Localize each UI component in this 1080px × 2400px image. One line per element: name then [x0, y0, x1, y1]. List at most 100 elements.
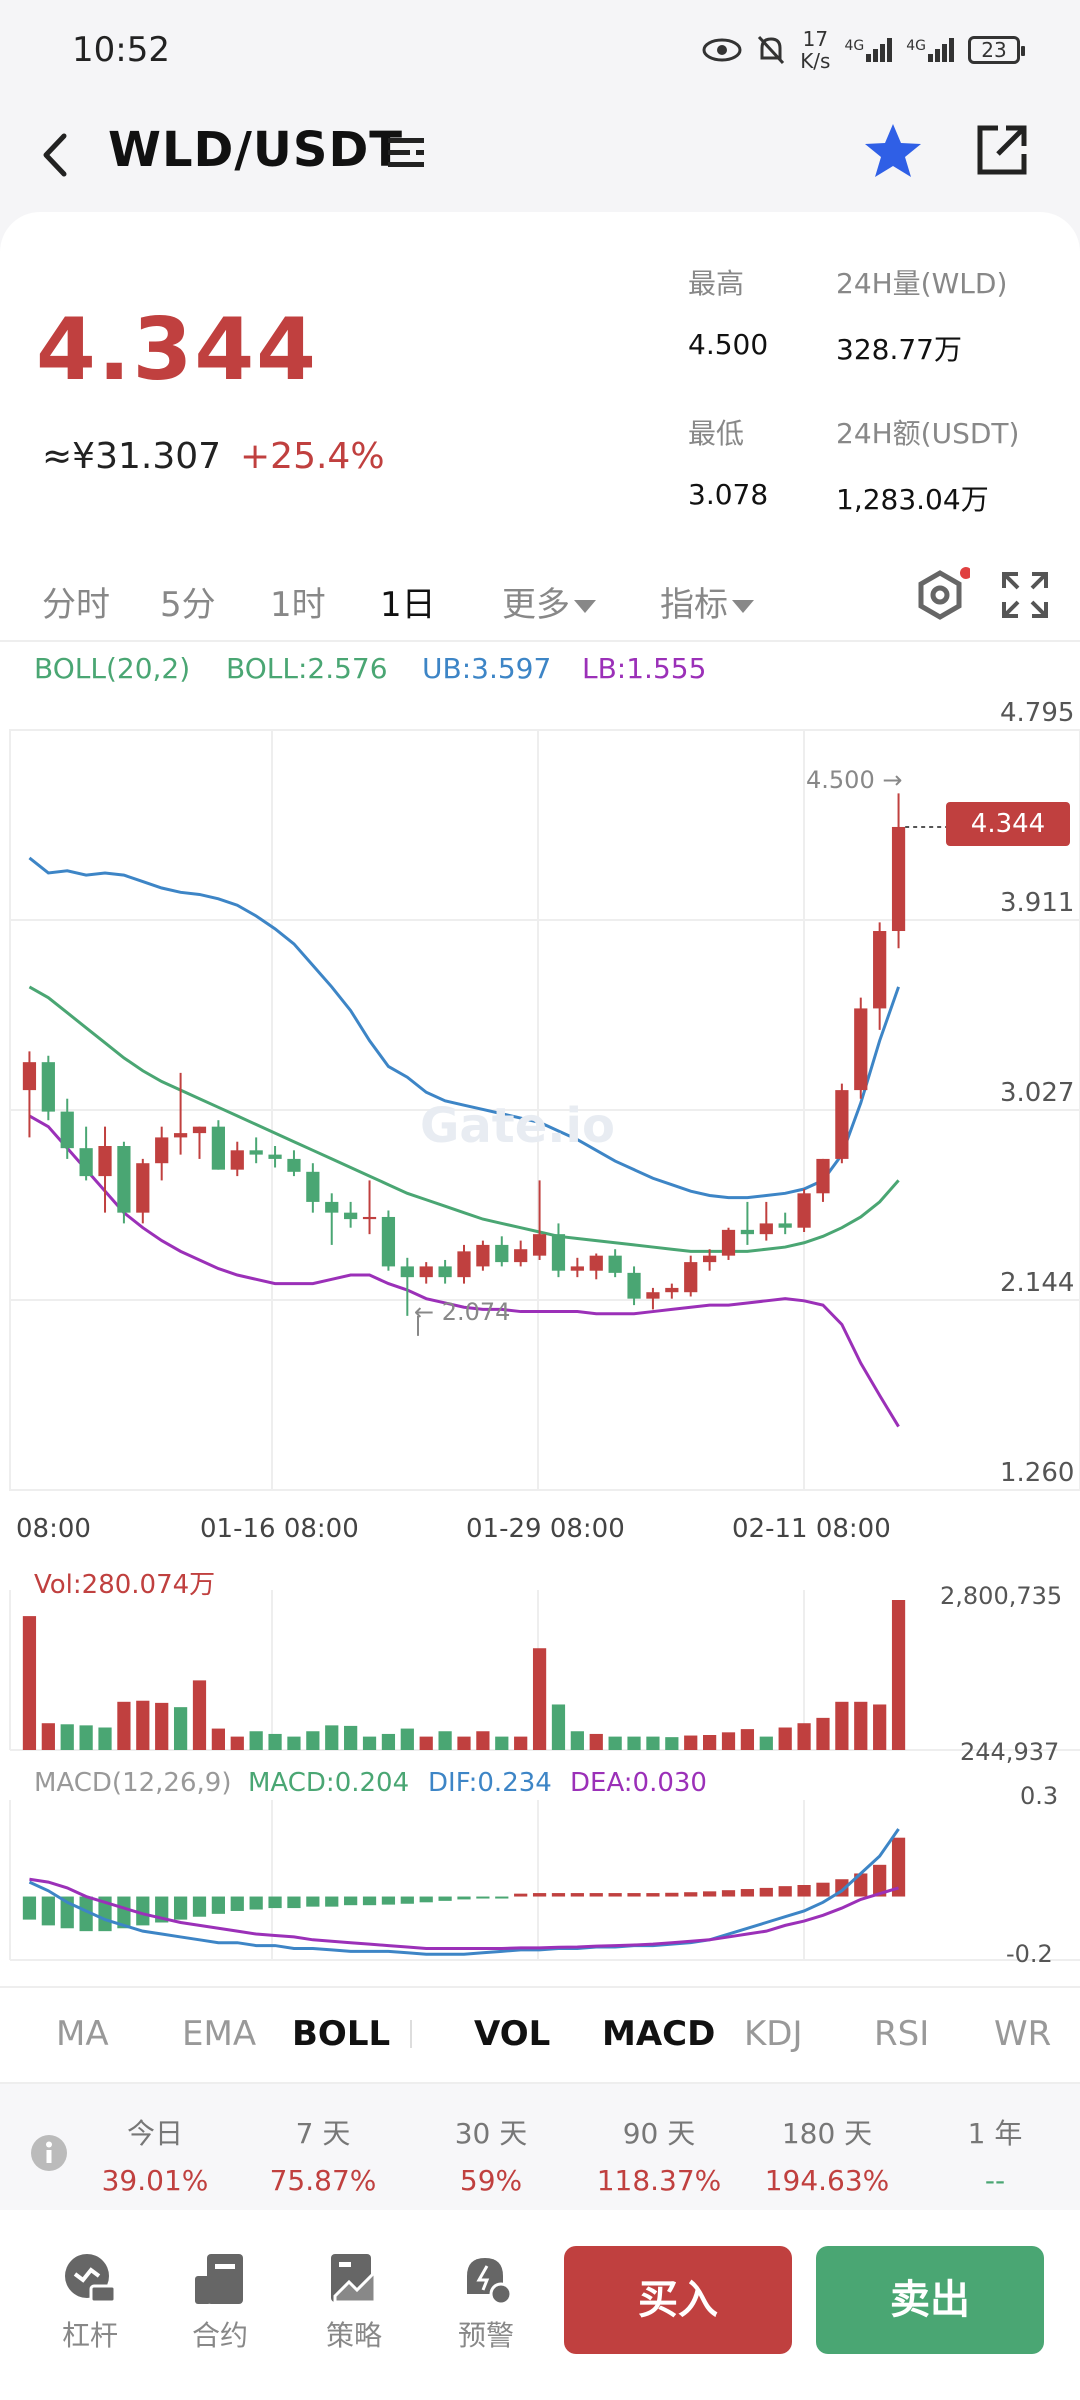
macd-histogram-bar	[532, 1893, 547, 1897]
candlestick-chart[interactable]	[0, 700, 1080, 1500]
min-price-marker: ← 2.074	[414, 1298, 511, 1326]
volume-bar	[41, 1723, 55, 1750]
volume-legend: Vol:280.074万	[34, 1570, 216, 1600]
macd-histogram-bar	[608, 1893, 622, 1897]
candle-body	[778, 1223, 792, 1228]
candle-body	[608, 1255, 622, 1273]
tab-1h[interactable]: 1时	[270, 585, 326, 625]
volume-bar	[211, 1728, 225, 1750]
candle	[608, 1249, 622, 1278]
macd-histogram-bar	[740, 1889, 755, 1897]
indicator-tab-boll[interactable]: BOLL	[292, 2014, 391, 2054]
volume-bar	[306, 1731, 320, 1750]
status-time: 10:52	[72, 30, 170, 70]
candle-body	[854, 1008, 868, 1091]
pair-title[interactable]: WLD/USDT	[108, 122, 404, 178]
tab-timeshare[interactable]: 分时	[42, 585, 110, 625]
volume-bar	[60, 1724, 74, 1750]
tab-indicators[interactable]: 指标	[660, 577, 754, 626]
plot-frame	[9, 729, 1080, 1491]
macd-histogram-bar	[249, 1896, 263, 1910]
candle-body	[362, 1216, 377, 1220]
favorite-star-icon[interactable]	[862, 120, 924, 182]
candle	[211, 1120, 225, 1170]
indicator-tab-macd[interactable]: MACD	[602, 2014, 716, 2054]
macd-legend-name: MACD(12,26,9)	[34, 1768, 232, 1798]
candle-body	[438, 1266, 452, 1278]
info-icon[interactable]	[30, 2134, 68, 2172]
leverage-icon	[65, 2254, 117, 2304]
volume-bar	[173, 1707, 188, 1750]
macd-histogram-bar	[438, 1896, 452, 1901]
nav-strategy[interactable]: 策略	[304, 2250, 404, 2354]
candle-body	[740, 1229, 755, 1235]
performance-period-value: 75.87%	[269, 2164, 377, 2197]
signal-1-icon: 4G	[844, 38, 893, 62]
candle-body	[22, 1062, 37, 1091]
x-tick-label: 08:00	[16, 1514, 91, 1544]
tab-1d[interactable]: 1日	[380, 585, 436, 625]
macd-legend-macd: MACD:0.204	[248, 1768, 410, 1798]
candle	[98, 1126, 112, 1213]
battery-icon: 23	[968, 36, 1025, 64]
volume-bar	[268, 1733, 282, 1750]
macd-histogram-bar	[495, 1896, 509, 1899]
candle	[891, 793, 906, 949]
volume-bar	[514, 1736, 528, 1750]
macd-histogram-bar	[287, 1896, 301, 1909]
macd-legend-dif: DIF:0.234	[428, 1768, 552, 1798]
volume-bar	[665, 1737, 679, 1750]
volume-bar	[287, 1736, 301, 1750]
macd-histogram-bar	[816, 1882, 830, 1897]
indicator-tab-wr[interactable]: WR	[994, 2014, 1052, 2054]
nav-contract[interactable]: 合约	[170, 2250, 270, 2354]
macd-histogram-bar	[419, 1896, 433, 1903]
y-tick-label: 2.144	[1000, 1268, 1075, 1298]
low-value: 3.078	[688, 478, 769, 511]
sell-button[interactable]: 卖出	[816, 2246, 1044, 2354]
volume-bar	[570, 1731, 584, 1750]
candle-body	[41, 1062, 55, 1112]
back-arrow-icon[interactable]	[36, 130, 76, 180]
candle	[136, 1158, 150, 1224]
candle	[854, 997, 868, 1099]
indicator-tab-rsi[interactable]: RSI	[874, 2014, 930, 2054]
candle	[287, 1150, 301, 1177]
candle	[192, 1126, 207, 1159]
volume-bar	[703, 1735, 717, 1750]
indicator-tab-kdj[interactable]: KDJ	[744, 2014, 803, 2054]
candle	[400, 1257, 414, 1316]
candle-body	[759, 1223, 773, 1235]
nav-alert[interactable]: 预警	[436, 2250, 536, 2354]
volume-min-label: 244,937	[960, 1738, 1060, 1766]
share-icon[interactable]	[972, 120, 1032, 180]
candle	[495, 1236, 509, 1267]
candle-body	[495, 1244, 509, 1263]
macd-histogram-bar	[211, 1896, 225, 1914]
volume-bar	[344, 1725, 358, 1750]
tab-5m[interactable]: 5分	[160, 585, 216, 625]
macd-histogram-bar	[306, 1896, 320, 1907]
indicator-tab-ema[interactable]: EMA	[182, 2014, 257, 2054]
macd-histogram-bar	[797, 1885, 811, 1897]
high-value: 4.500	[688, 328, 769, 361]
nav-leverage[interactable]: 杠杆	[40, 2250, 140, 2354]
tab-more[interactable]: 更多	[502, 577, 596, 626]
candle-body	[627, 1272, 641, 1299]
candle-body	[268, 1154, 282, 1159]
candle-body	[873, 931, 887, 1009]
candle	[759, 1201, 773, 1241]
indicator-tab-ma[interactable]: MA	[56, 2014, 109, 2054]
pair-menu-icon[interactable]	[386, 133, 426, 173]
candle-body	[287, 1158, 301, 1172]
fullscreen-icon[interactable]	[1000, 570, 1050, 620]
boll-legend-ub: UB:3.597	[422, 652, 552, 685]
buy-button[interactable]: 买入	[564, 2246, 792, 2354]
amount-24h-value: 1,283.04万	[836, 483, 989, 516]
indicator-tab-vol[interactable]: VOL	[474, 2014, 551, 2054]
volume-bar	[98, 1727, 112, 1750]
macd-histogram-bar	[98, 1896, 112, 1932]
header: WLD/USDT	[0, 100, 1080, 210]
chart-settings-icon[interactable]	[910, 565, 970, 625]
macd-histogram-bar	[703, 1891, 717, 1897]
